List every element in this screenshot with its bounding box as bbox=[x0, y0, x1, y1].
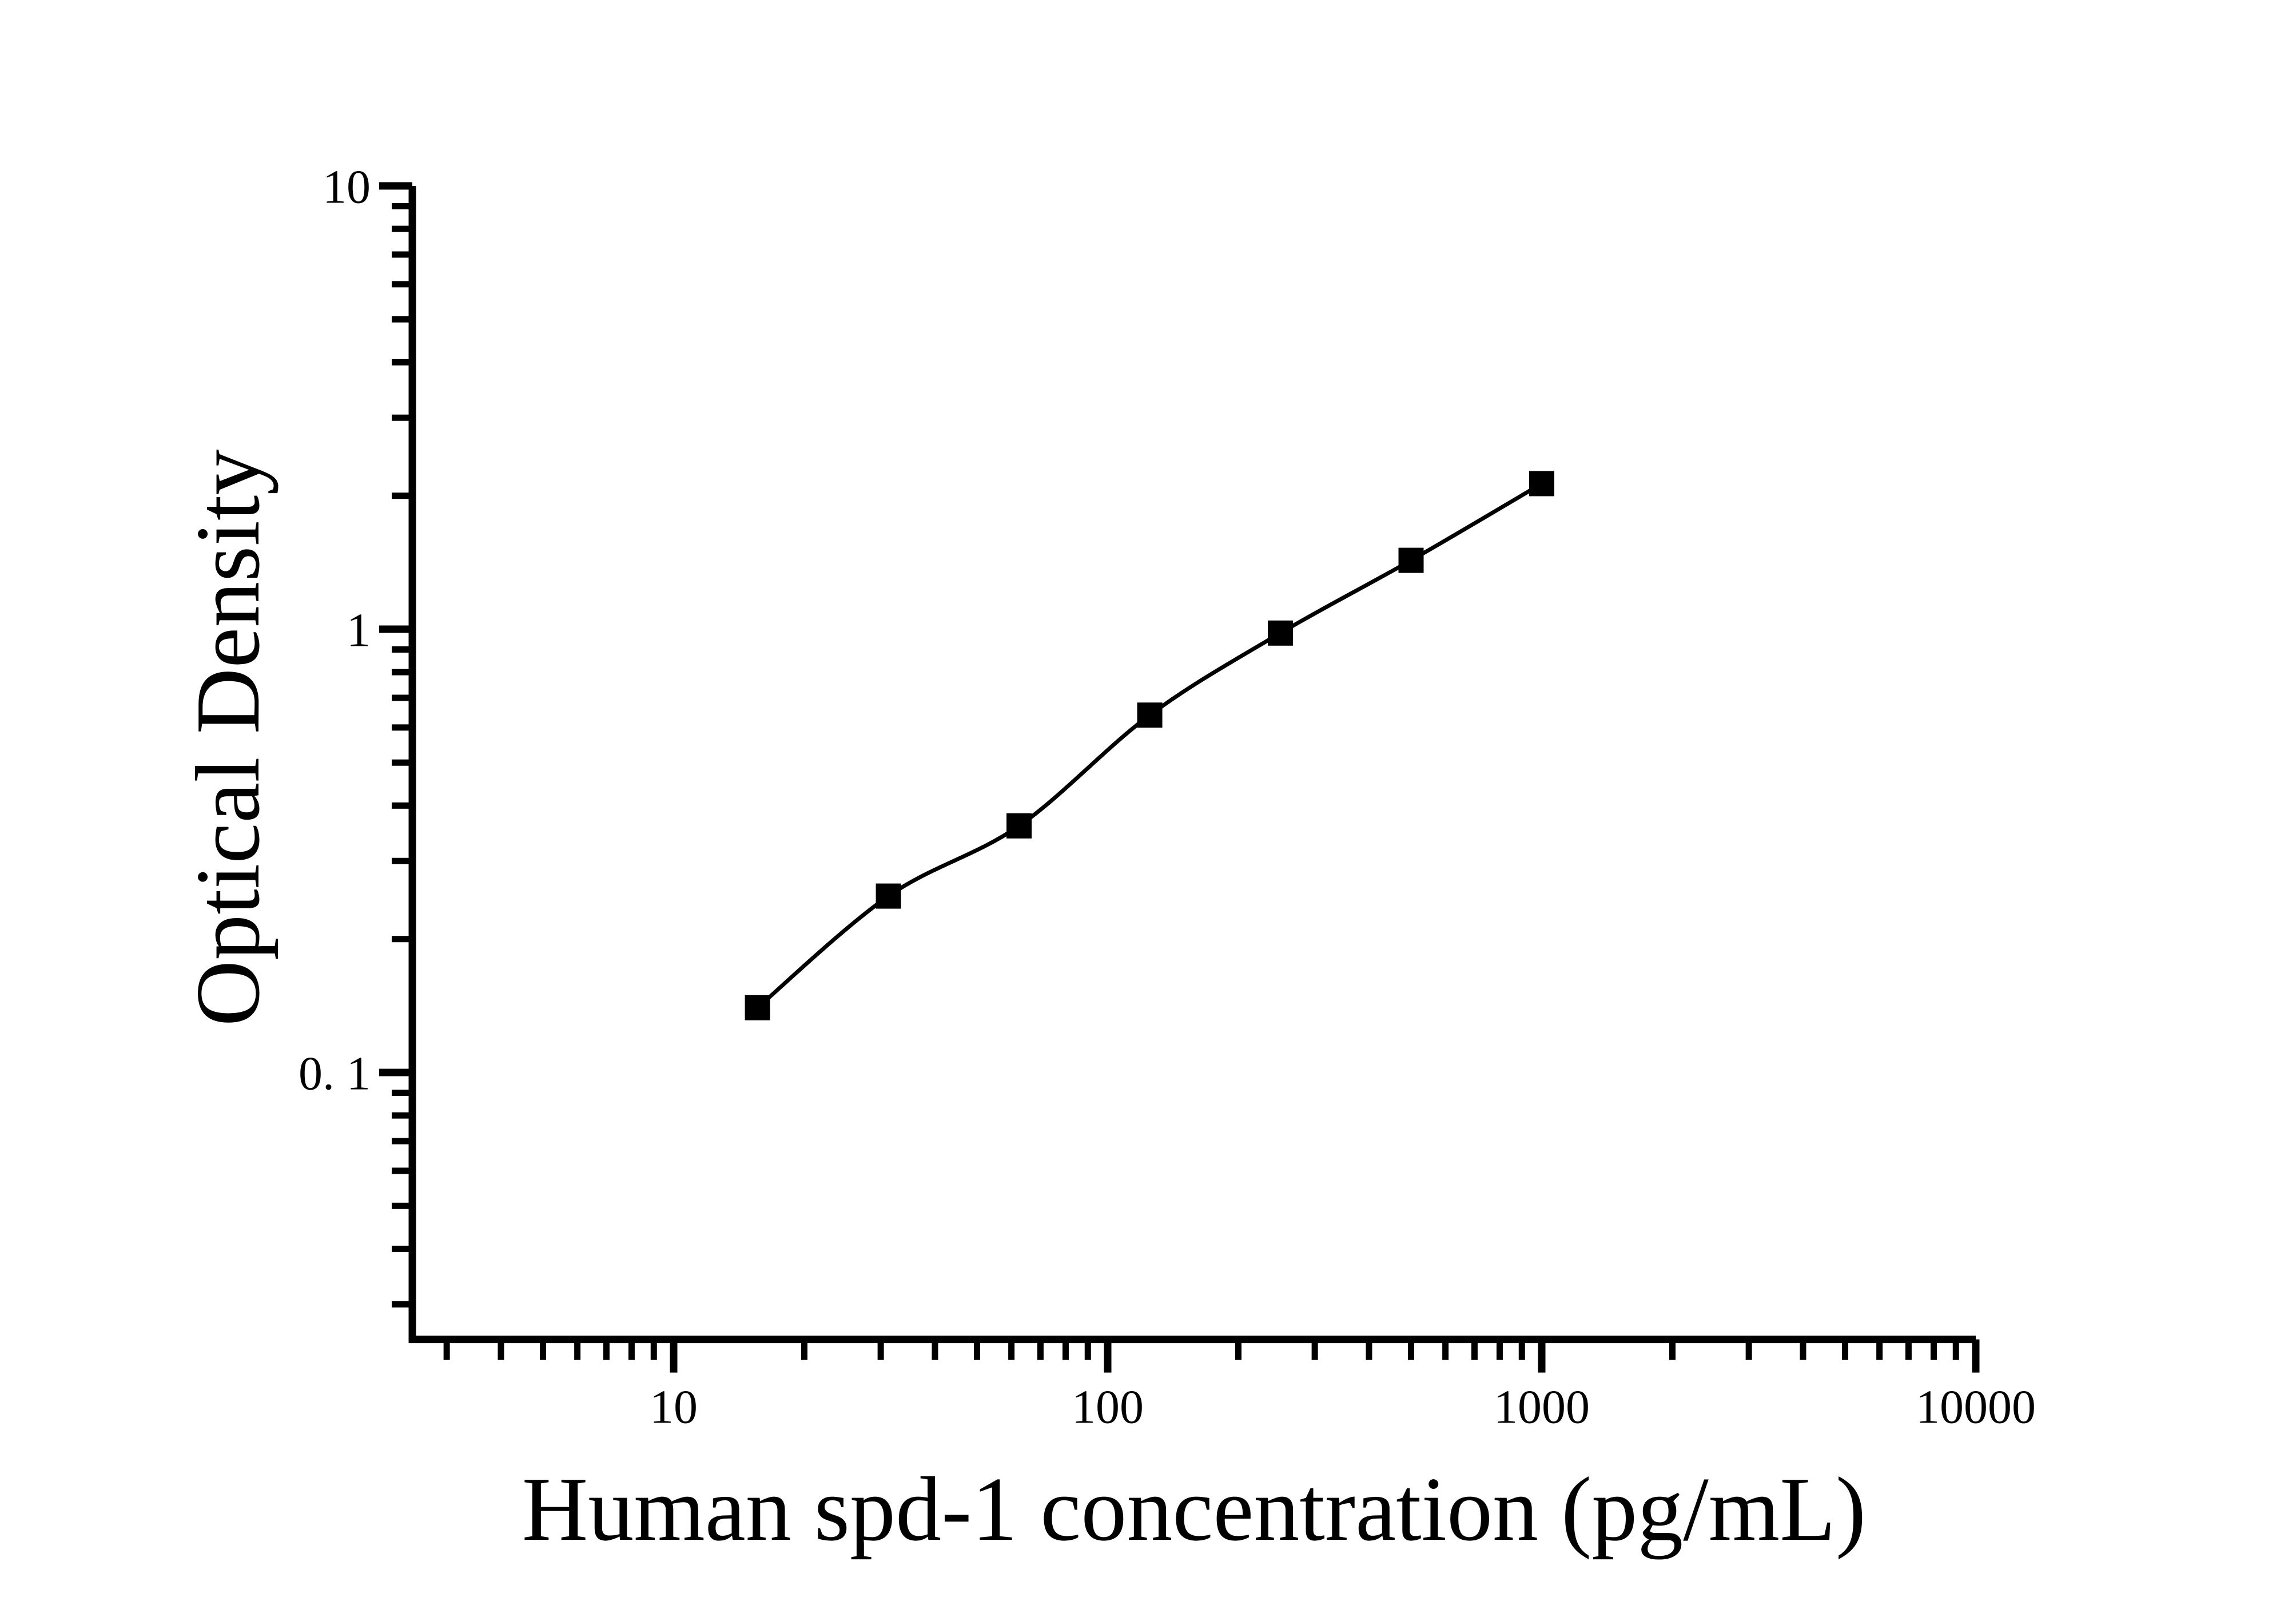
axes bbox=[408, 186, 1976, 1344]
data-points-layer bbox=[745, 471, 1554, 1020]
data-point-marker bbox=[1137, 702, 1163, 728]
data-point-marker bbox=[1398, 547, 1424, 573]
axis-ticks bbox=[379, 182, 1980, 1373]
y-tick-label: 10 bbox=[323, 160, 371, 213]
axis-spines bbox=[408, 186, 1976, 1344]
data-point-marker bbox=[876, 883, 901, 909]
y-tick-label: 0. 1 bbox=[299, 1047, 371, 1100]
data-point-marker bbox=[1268, 620, 1294, 646]
data-point-marker bbox=[1529, 471, 1554, 496]
data-point-marker bbox=[745, 995, 770, 1020]
axis-tick-labels: 10 1 0. 1 10 100 1000 10000 bbox=[299, 160, 2036, 1433]
y-tick-label: 1 bbox=[347, 603, 371, 657]
data-point-marker bbox=[1006, 813, 1032, 839]
x-tick-label: 100 bbox=[1072, 1381, 1144, 1434]
y-axis-title: Optical Density bbox=[177, 450, 278, 1027]
x-axis-title: Human spd-1 concentration (pg/mL) bbox=[522, 1458, 1866, 1560]
x-tick-label: 10000 bbox=[1916, 1381, 2036, 1434]
x-tick-label: 10 bbox=[650, 1381, 698, 1434]
x-tick-label: 1000 bbox=[1494, 1381, 1590, 1434]
